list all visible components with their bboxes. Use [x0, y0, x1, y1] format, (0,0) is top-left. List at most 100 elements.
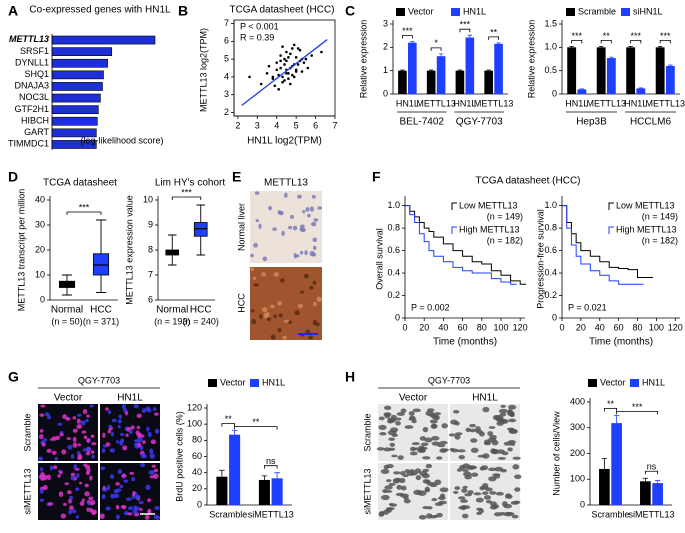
- x-tick-label: 7: [332, 120, 337, 130]
- cell: [68, 509, 73, 515]
- cell: [395, 492, 405, 497]
- x-axis-label: Time (months): [433, 337, 497, 348]
- cell: [141, 408, 147, 414]
- point: [281, 80, 284, 84]
- cell: [500, 468, 507, 473]
- cell: [393, 417, 402, 421]
- x-tick-label: 6: [313, 120, 318, 130]
- cell: [69, 505, 74, 511]
- cell: [86, 414, 90, 418]
- cell: [288, 225, 293, 230]
- cell: [154, 505, 160, 510]
- cell: [495, 491, 505, 496]
- cell: [514, 487, 521, 492]
- cell: [86, 507, 90, 512]
- cell: [47, 502, 54, 506]
- significance-label: ***: [632, 402, 643, 412]
- cell: [511, 514, 519, 519]
- point: [294, 68, 298, 72]
- cell: [129, 429, 133, 435]
- cell: [70, 472, 76, 477]
- cell: [277, 327, 282, 333]
- cell: [149, 453, 155, 459]
- cell: [476, 507, 483, 511]
- cell: [76, 473, 80, 479]
- error-bar: [457, 69, 463, 71]
- cell: [498, 408, 508, 414]
- cell: [483, 495, 492, 500]
- y-tick-label: 6: [148, 294, 153, 304]
- cell: [483, 439, 491, 445]
- cell: [91, 454, 95, 459]
- bar: [652, 483, 663, 505]
- bar: [271, 478, 283, 505]
- cell: [49, 465, 54, 471]
- cell: [73, 464, 78, 470]
- cell: [110, 493, 116, 499]
- cell: [309, 250, 315, 257]
- cell: [292, 225, 298, 231]
- cell: [482, 453, 490, 459]
- cell: [252, 276, 257, 280]
- bar: [398, 70, 407, 94]
- error-bar: [657, 46, 663, 48]
- point: [296, 47, 300, 50]
- cell: [46, 474, 52, 481]
- category-label: GART: [24, 127, 49, 137]
- cell: [110, 474, 115, 479]
- cell: [154, 412, 159, 416]
- cell: [429, 413, 436, 418]
- bar: [484, 70, 493, 94]
- cell: [299, 250, 304, 255]
- cell: [144, 514, 150, 520]
- point: [259, 82, 263, 86]
- cell: [147, 431, 152, 438]
- cell: [470, 438, 478, 443]
- cell: [79, 501, 85, 506]
- cell: [67, 444, 73, 450]
- cell: [420, 442, 429, 446]
- cell: [289, 214, 294, 219]
- category-label: METTL13: [9, 34, 49, 44]
- cell: [383, 447, 392, 452]
- cell: [392, 478, 400, 484]
- cell: [465, 427, 471, 433]
- point: [267, 64, 271, 68]
- cell: [110, 431, 115, 437]
- group-label: HCCLM6: [630, 117, 672, 128]
- cell: [434, 479, 442, 485]
- cell: [142, 440, 146, 444]
- panel-letter: A: [8, 3, 18, 19]
- cell: [70, 475, 75, 481]
- cell: [116, 488, 122, 492]
- cell: [125, 433, 129, 437]
- cell: [121, 504, 127, 510]
- y-tick-label: 7: [224, 18, 229, 28]
- x-tick-label: HN1L: [396, 98, 419, 108]
- point: [302, 61, 306, 64]
- cell: [505, 493, 512, 498]
- y-tick-label: 0: [197, 499, 202, 509]
- cell: [77, 443, 82, 447]
- category-label: SHQ1: [24, 69, 49, 79]
- cell: [85, 451, 91, 456]
- point: [290, 47, 294, 50]
- cell: [261, 272, 266, 277]
- cell: [47, 414, 52, 420]
- cell: [476, 511, 483, 516]
- y-tick-label: 9: [148, 219, 153, 229]
- category-label: HIBCH: [21, 115, 49, 125]
- cell: [454, 486, 461, 491]
- cell: [461, 469, 469, 472]
- legend-label: High METTL13: [616, 224, 677, 234]
- point: [289, 82, 292, 86]
- cell: [422, 426, 429, 433]
- legend-label: Low METTL13: [616, 200, 675, 210]
- cell: [299, 224, 305, 229]
- y-tick-label: 400: [570, 396, 585, 406]
- cell: [400, 485, 407, 491]
- x-tick-label: 120: [668, 322, 683, 332]
- legend-label: Vector: [600, 377, 626, 387]
- cell: [86, 438, 91, 444]
- cell: [117, 419, 122, 424]
